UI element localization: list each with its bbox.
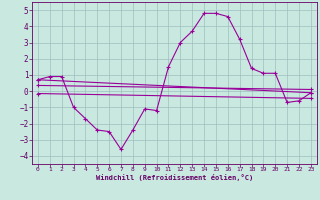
X-axis label: Windchill (Refroidissement éolien,°C): Windchill (Refroidissement éolien,°C) [96, 174, 253, 181]
